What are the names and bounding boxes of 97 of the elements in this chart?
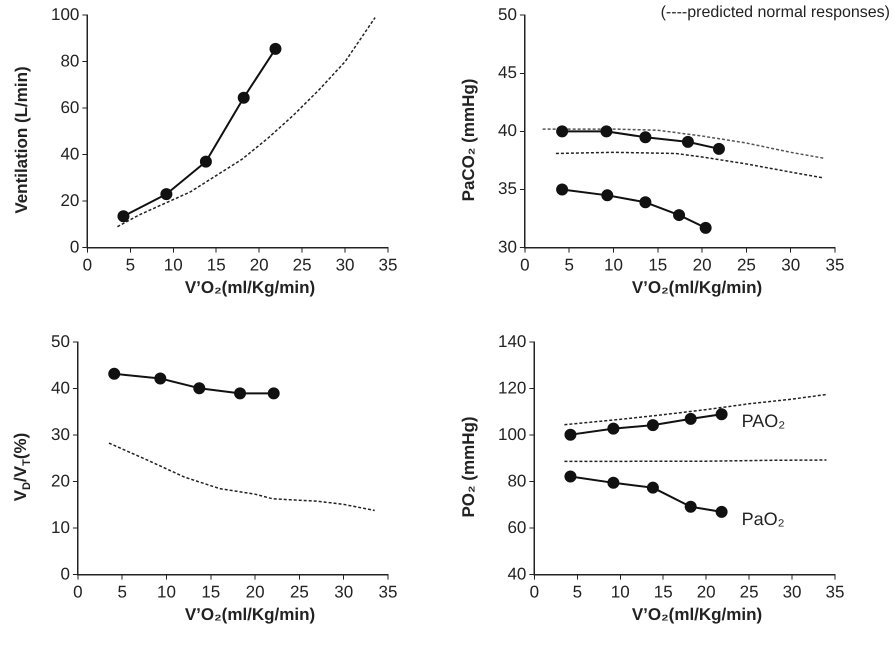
y-axis-title: Ventilation (L/min) [12, 66, 32, 214]
x-tick-label: 30 [782, 582, 802, 602]
y-tick-label: 140 [498, 332, 526, 351]
x-tick-label: 35 [378, 255, 398, 274]
point [682, 136, 694, 148]
x-tick-label: 5 [126, 255, 136, 274]
y-axis-title: PO₂ (mmHg) [459, 416, 479, 518]
point [268, 387, 280, 400]
point [607, 422, 620, 435]
point [684, 412, 697, 425]
x-axis-title: V’O₂(ml/Kg/min) [630, 605, 764, 625]
y-tick-label: 50 [50, 332, 70, 351]
point [108, 368, 120, 380]
x-axis-title: V’O₂(ml/Kg/min) [184, 278, 316, 298]
point [639, 196, 652, 208]
point [646, 419, 659, 432]
line-series [108, 442, 376, 512]
x-tick-label: 30 [334, 582, 354, 602]
line-series [116, 16, 376, 228]
point [160, 188, 172, 200]
x-axis-title: V’O₂(ml/Kg/min) [184, 605, 316, 625]
y-tick-label: 60 [60, 98, 80, 117]
x-tick-label: 15 [206, 255, 226, 274]
series-label: PaO₂ [742, 508, 785, 529]
x-tick-label: 5 [117, 582, 127, 602]
x-tick-label: 10 [604, 255, 623, 274]
x-tick-label: 25 [290, 582, 309, 602]
line-series [555, 152, 824, 179]
x-tick-label: 25 [740, 582, 759, 602]
point [238, 92, 250, 104]
y-tick-label: 40 [60, 144, 80, 164]
point [269, 42, 282, 55]
point [601, 189, 614, 202]
point [556, 125, 568, 138]
x-tick-label: 15 [654, 582, 673, 602]
y-tick-label: 0 [60, 564, 70, 584]
x-tick-label: 20 [250, 255, 269, 274]
point [154, 372, 166, 384]
x-tick-label: 15 [201, 582, 220, 602]
x-tick-label: 30 [781, 255, 800, 274]
y-tick-label: 100 [50, 4, 80, 24]
point [684, 500, 697, 513]
x-tick-label: 10 [157, 582, 176, 602]
point [646, 482, 659, 494]
x-tick-label: 10 [164, 255, 183, 274]
x-axis-title: V’O₂(ml/Kg/min) [630, 278, 764, 298]
y-tick-label: 10 [50, 518, 70, 537]
y-tick-label: 45 [498, 62, 517, 82]
point [716, 408, 728, 420]
point [193, 382, 206, 394]
x-tick-label: 15 [648, 255, 668, 274]
x-tick-label: 0 [82, 255, 92, 274]
point [564, 470, 576, 483]
x-tick-label: 30 [336, 255, 355, 274]
y-tick-label: 40 [50, 378, 70, 398]
y-tick-label: 100 [498, 424, 526, 444]
x-tick-label: 5 [564, 255, 574, 274]
y-tick-label: 30 [50, 424, 70, 444]
point [556, 184, 568, 196]
point [716, 506, 728, 518]
point [712, 142, 725, 155]
x-tick-label: 20 [696, 582, 716, 602]
y-tick-label: 50 [498, 4, 517, 24]
x-tick-label: 10 [610, 582, 630, 602]
x-tick-label: 35 [826, 255, 844, 274]
series-label: PAO₂ [742, 411, 786, 432]
point [234, 387, 246, 400]
x-tick-label: 20 [246, 582, 265, 602]
y-tick-label: 60 [507, 518, 526, 537]
point [117, 210, 130, 222]
point [700, 222, 712, 234]
line-series [542, 128, 824, 159]
x-tick-label: 20 [692, 255, 712, 274]
y-tick-label: 80 [507, 471, 526, 490]
y-tick-label: 35 [498, 179, 517, 198]
x-tick-label: 5 [572, 582, 582, 602]
x-tick-label: 0 [530, 582, 540, 602]
y-tick-label: 40 [507, 564, 526, 584]
annotation: (----predicted normal responses) [660, 4, 890, 22]
y-tick-label: 30 [498, 237, 517, 256]
y-tick-label: 120 [498, 378, 526, 398]
y-tick-label: 80 [60, 51, 80, 70]
y-tick-label: 20 [60, 190, 80, 210]
point [600, 125, 612, 138]
x-tick-label: 25 [292, 255, 312, 274]
x-tick-label: 35 [378, 582, 398, 602]
y-axis-title: PaCO₂ (mmHg) [459, 78, 479, 202]
point [564, 428, 576, 441]
x-tick-label: 25 [736, 255, 756, 274]
y-tick-label: 20 [50, 471, 70, 490]
y-tick-label: 40 [498, 121, 517, 140]
point [607, 476, 620, 489]
point [673, 209, 686, 222]
y-tick-label: 0 [70, 237, 80, 256]
point [639, 131, 652, 144]
point [200, 156, 212, 168]
x-tick-label: 35 [826, 582, 844, 602]
